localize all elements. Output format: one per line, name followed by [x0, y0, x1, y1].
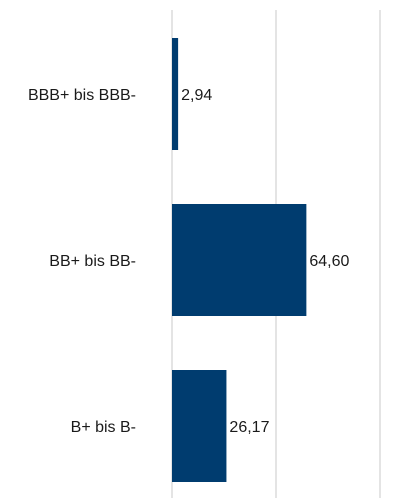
category-labels: BBB+ bis BBB- BB+ bis BB- B+ bis B- — [28, 87, 136, 436]
value-label-2: 26,17 — [229, 419, 269, 436]
bars — [172, 38, 307, 482]
value-label-1: 64,60 — [309, 253, 349, 270]
bar-1 — [172, 204, 307, 316]
value-labels: 2,94 64,60 26,17 — [181, 87, 349, 436]
value-label-0: 2,94 — [181, 87, 212, 104]
category-label-0: BBB+ bis BBB- — [28, 87, 136, 104]
bar-2 — [172, 370, 227, 482]
category-label-1: BB+ bis BB- — [49, 253, 136, 270]
category-label-2: B+ bis B- — [71, 419, 136, 436]
bar-0 — [172, 38, 179, 150]
